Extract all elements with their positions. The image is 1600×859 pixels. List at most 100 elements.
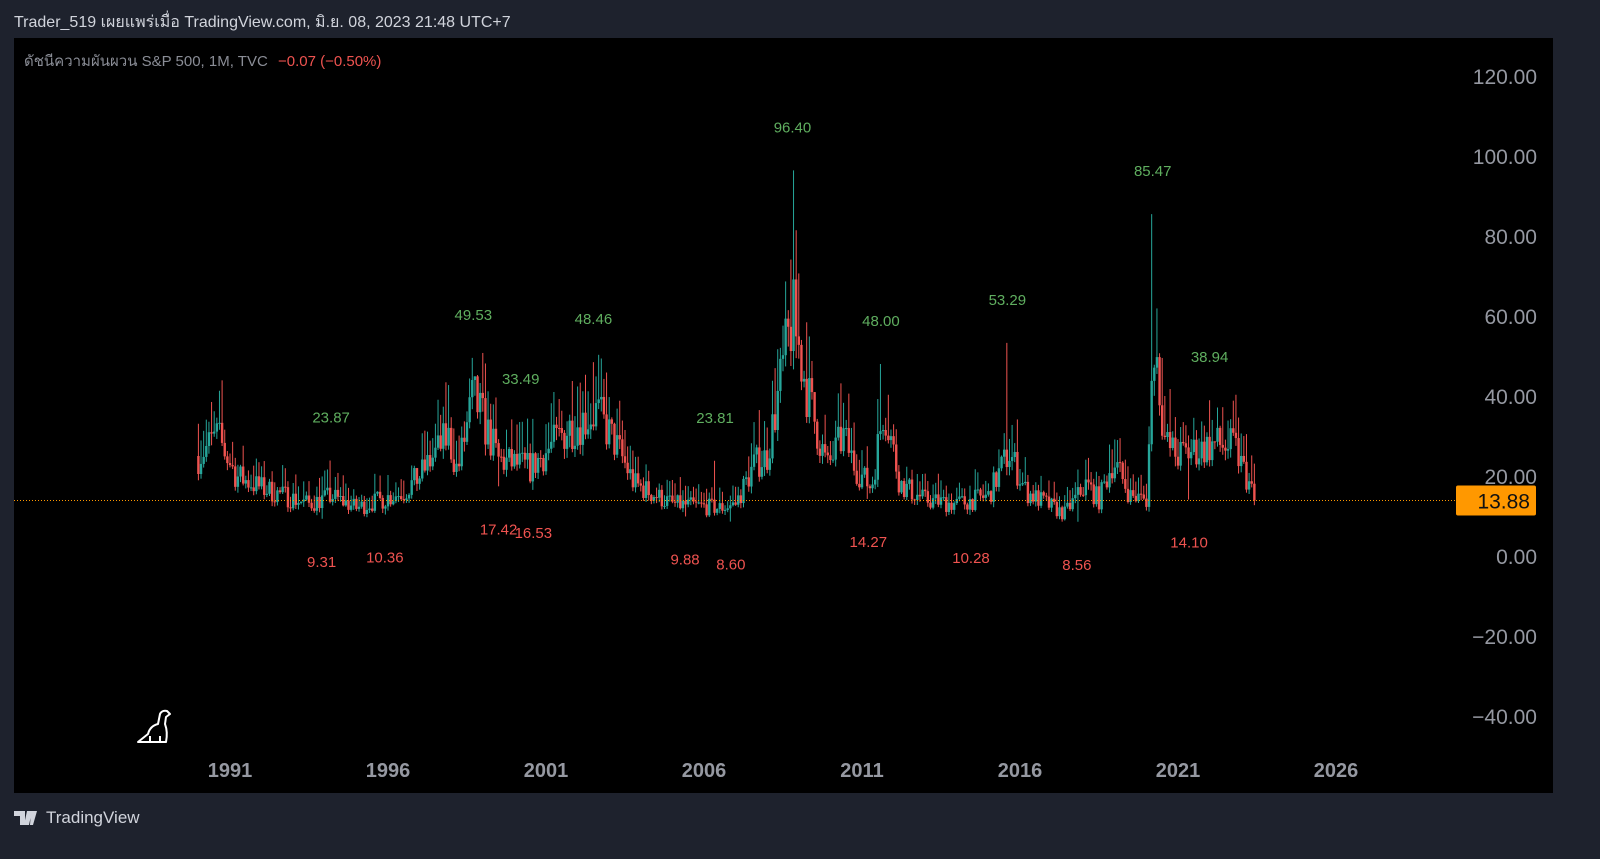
candle-body <box>1163 435 1167 438</box>
candle-body <box>1021 483 1024 485</box>
candle-body <box>360 501 363 507</box>
candle-body <box>410 480 413 495</box>
x-tick-label: 2006 <box>682 760 727 782</box>
candle-body <box>742 478 745 504</box>
candle-body <box>681 500 685 509</box>
candle-body <box>315 496 319 511</box>
candle-body <box>257 476 261 487</box>
candle-body <box>226 456 229 464</box>
candle-body <box>826 452 829 456</box>
candle-body <box>326 487 329 491</box>
candle-body <box>270 481 274 502</box>
candle-body <box>442 423 445 449</box>
candle-body <box>210 432 213 434</box>
low-label: 9.88 <box>670 551 699 568</box>
candle-body <box>1124 479 1127 489</box>
candle-body <box>1126 488 1130 503</box>
candle-body <box>423 459 427 471</box>
candle-body <box>1103 481 1106 483</box>
tradingview-logo[interactable]: TradingView <box>14 808 140 828</box>
candle-body <box>563 432 566 449</box>
candle-body <box>984 494 987 498</box>
candle-body <box>976 489 980 491</box>
candle-body <box>802 378 806 382</box>
candle-body <box>684 500 687 505</box>
candle-body <box>968 499 972 510</box>
candle-body <box>428 455 432 467</box>
candle-body <box>744 477 748 479</box>
candle-body <box>355 498 358 509</box>
candle-body <box>715 508 719 513</box>
last-price-badge <box>1456 485 1536 516</box>
candle-body <box>1118 462 1122 464</box>
dinosaur-icon <box>137 709 171 743</box>
candle-body <box>215 423 219 432</box>
candle-body <box>966 504 969 510</box>
candle-body <box>718 503 721 509</box>
candle-body <box>1147 444 1151 507</box>
candle-body <box>1240 455 1243 467</box>
candle-body <box>505 457 508 470</box>
candle-body <box>850 450 853 453</box>
candle-body <box>310 502 313 509</box>
candle-body <box>1161 405 1164 436</box>
candle-body <box>1247 481 1251 490</box>
candle-body <box>407 494 411 499</box>
candle-body <box>463 437 466 442</box>
high-label: 49.53 <box>455 307 493 324</box>
candle-body <box>1158 357 1161 406</box>
chart-panel[interactable] <box>14 38 1553 793</box>
candle-body <box>737 495 740 505</box>
high-label: 23.81 <box>696 410 734 427</box>
candle-body <box>1037 490 1040 506</box>
candle-body <box>610 419 614 424</box>
candle-body <box>289 507 292 509</box>
candle-body <box>434 447 437 458</box>
candle-body <box>697 502 700 504</box>
candle-body <box>560 428 563 433</box>
candle-body <box>942 497 945 499</box>
candle-body <box>1153 367 1156 381</box>
candle-body <box>913 499 916 501</box>
y-tick-label: 120.00 <box>1473 66 1537 89</box>
candle-body <box>1226 449 1230 451</box>
candle-body <box>1024 481 1027 484</box>
candle-body <box>784 318 787 356</box>
candle-body <box>1039 492 1043 506</box>
candle-body <box>847 428 851 453</box>
candle-body <box>926 491 930 503</box>
candle-body <box>905 483 908 497</box>
candle-body <box>236 476 240 487</box>
candle-body <box>979 489 982 496</box>
candle-body <box>234 466 237 487</box>
candle-body <box>726 508 729 510</box>
candle-body <box>879 431 882 435</box>
candle-body <box>652 497 656 501</box>
candle-body <box>1092 484 1095 505</box>
candle-body <box>342 496 345 506</box>
candle-body <box>787 318 790 327</box>
candle-body <box>876 434 879 480</box>
candle-body <box>960 496 964 498</box>
candle-body <box>1005 449 1009 468</box>
candle-body <box>484 398 487 445</box>
candle-body <box>447 427 450 446</box>
symbol-legend[interactable]: ดัชนีความผันผวน S&P 500, 1M, TVC −0.07 (… <box>24 49 381 73</box>
candle-body <box>579 427 582 445</box>
high-label: 48.00 <box>862 313 900 330</box>
high-label: 33.49 <box>502 371 540 388</box>
candle-body <box>471 380 474 398</box>
candle-body <box>1029 493 1032 504</box>
candle-body <box>963 496 966 505</box>
high-label: 53.29 <box>989 292 1027 309</box>
candle-body <box>781 355 785 359</box>
candle-body <box>415 468 419 484</box>
y-tick-label: 80.00 <box>1484 226 1537 249</box>
candle-body <box>1034 490 1037 502</box>
x-tick-label: 1996 <box>366 760 411 782</box>
candle-body <box>1179 441 1182 466</box>
candle-body <box>571 420 574 450</box>
candle-body <box>1084 479 1088 496</box>
candle-body <box>220 422 224 443</box>
